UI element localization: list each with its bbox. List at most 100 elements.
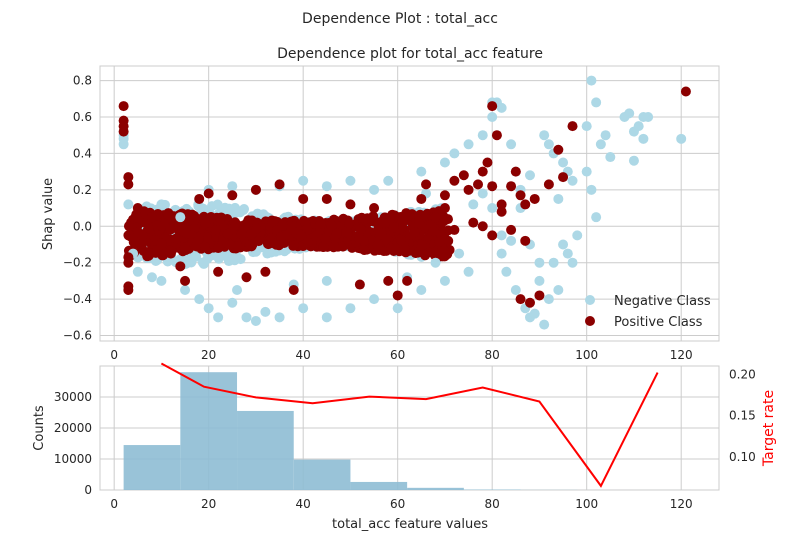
positive-class-point [230,218,241,229]
negative-class-point [463,139,474,150]
negative-class-point [496,248,507,259]
positive-class-point [477,166,488,177]
negative-class-point [501,266,512,277]
positive-class-point [680,86,691,97]
negative-class-point [180,285,191,296]
histogram-y-tick-label: 10000 [54,452,92,466]
positive-class-point [171,233,182,244]
positive-class-point [194,193,205,204]
scatter-y-tick-label: 0.6 [73,110,92,124]
positive-class-point [372,240,383,251]
positive-class-point [396,235,407,246]
histogram-bar [350,481,408,490]
negative-class-point [558,157,569,168]
positive-class-point [329,241,340,252]
positive-class-point [487,101,498,112]
legend-label-positive: Positive Class [614,315,703,330]
negative-class-point [454,248,465,259]
positive-class-point [473,179,484,190]
positive-class-point [355,224,366,235]
negative-class-point [321,312,332,323]
negative-class-point [605,152,616,163]
positive-class-point [123,179,134,190]
positive-class-point [222,228,233,239]
scatter-y-tick-label: 0.8 [73,74,92,88]
scatter-y-tick-label: 0.0 [73,219,92,233]
negative-class-point [477,188,488,199]
positive-class-point [118,126,129,137]
positive-class-point [399,243,410,254]
positive-class-point [458,170,469,181]
negative-class-point [529,308,540,319]
positive-class-point [236,228,247,239]
negative-class-point [224,203,235,214]
legend-marker-negative [585,295,595,305]
positive-class-point [529,193,540,204]
positive-class-point [241,272,252,283]
positive-class-point [520,235,531,246]
histogram-y-axis-label: Counts [32,405,47,451]
negative-class-point [600,130,611,141]
negative-class-point [463,266,474,277]
positive-class-point [201,232,212,243]
negative-class-point [227,181,238,192]
positive-class-point [385,244,396,255]
scatter-density-band [123,199,455,270]
positive-class-point [553,144,564,155]
positive-class-point [496,206,507,217]
negative-class-point [416,285,427,296]
positive-class-point [384,214,395,225]
positive-class-point [520,199,531,210]
negative-class-point [212,199,223,210]
positive-class-point [183,215,194,226]
scatter-x-tick-label: 120 [670,348,693,362]
positive-class-point [245,239,256,250]
negative-class-point [198,258,209,269]
positive-class-point [439,203,450,214]
negative-class-point [539,319,550,330]
positive-class-point [143,223,154,234]
positive-class-point [123,257,134,268]
negative-class-point [591,97,602,108]
positive-class-point [331,228,342,239]
positive-class-point [253,236,264,247]
scatter-y-tick-label: −0.2 [63,256,92,270]
negative-class-point [345,175,356,186]
histogram-x-tick-label: 60 [390,497,405,511]
negative-class-point [439,275,450,286]
negative-class-point [534,275,545,286]
positive-class-point [157,220,168,231]
negative-class-point [477,130,488,141]
positive-class-point [179,242,190,253]
scatter-y-axis-label: Shap value [41,178,56,250]
positive-class-point [515,190,526,201]
scatter-x-tick-label: 100 [575,348,598,362]
target-rate-line [160,362,659,488]
histogram-bar [293,459,351,490]
positive-class-point [376,228,387,239]
positive-class-point [359,245,370,256]
positive-class-point [142,250,153,261]
negative-class-point [146,272,157,283]
positive-class-point [213,266,224,277]
negative-class-point [676,133,687,144]
positive-class-point [123,172,134,183]
negative-class-point [213,253,224,264]
positive-class-point [449,175,460,186]
positive-class-point [199,241,210,252]
scatter-y-tick-label: 0.2 [73,183,92,197]
positive-class-point [156,239,167,250]
scatter-points [118,75,691,330]
scatter-plot: Dependence plot for total_acc feature 0 2… [41,46,720,362]
positive-class-point [288,285,299,296]
negative-class-point [506,235,517,246]
negative-class-point [496,102,507,113]
negative-class-point [392,303,403,314]
positive-class-point [243,217,254,228]
positive-class-point [392,290,403,301]
positive-class-point [558,172,569,183]
positive-class-point [225,239,236,250]
positive-class-point [434,236,445,247]
positive-class-point [421,179,432,190]
